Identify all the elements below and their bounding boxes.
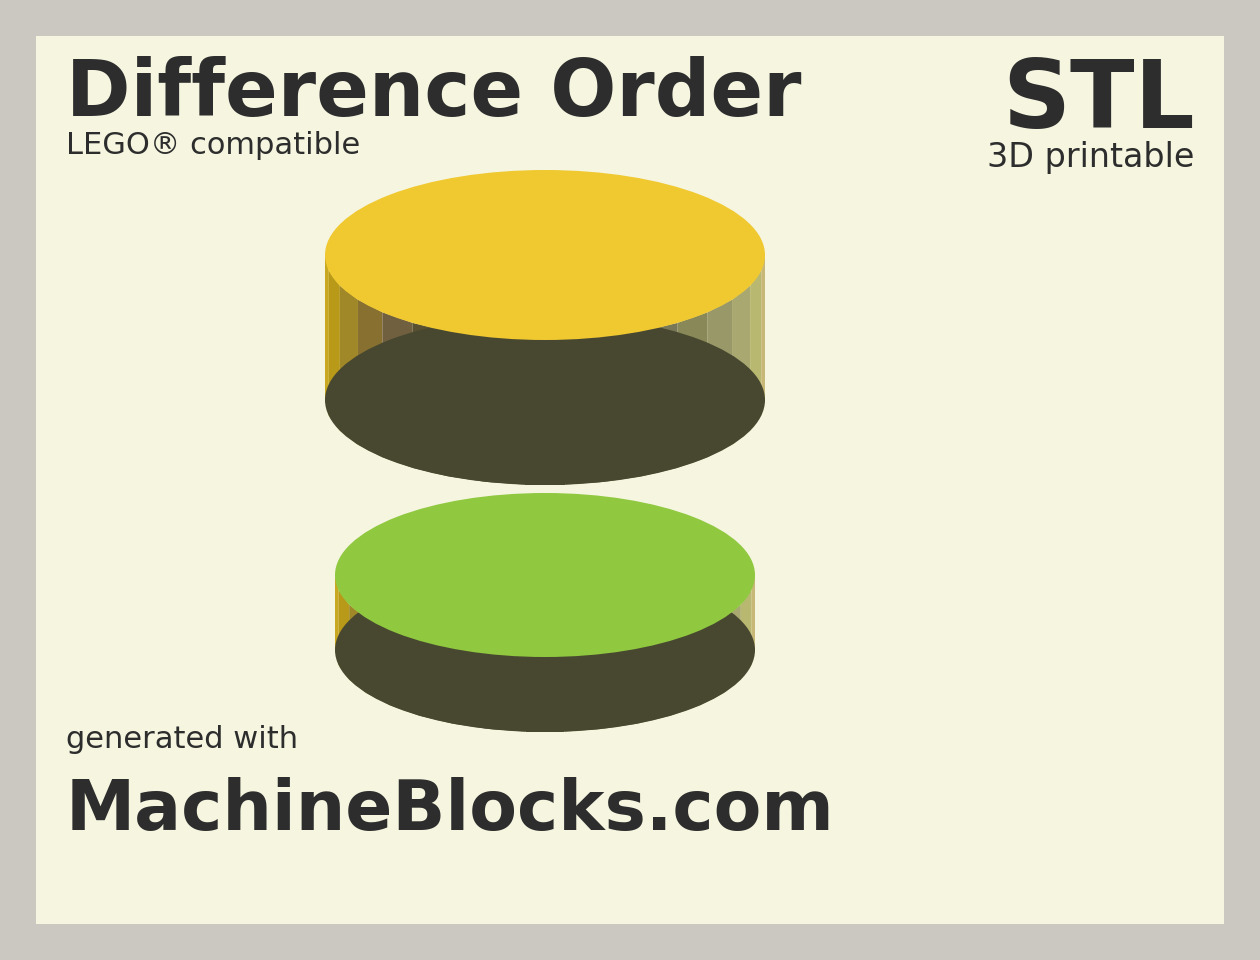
Polygon shape xyxy=(678,312,708,468)
Polygon shape xyxy=(643,323,678,476)
Polygon shape xyxy=(329,271,340,431)
Polygon shape xyxy=(750,271,761,431)
Polygon shape xyxy=(412,323,447,476)
Text: 3D printable: 3D printable xyxy=(987,140,1194,174)
Polygon shape xyxy=(672,631,701,715)
Polygon shape xyxy=(701,618,723,706)
Polygon shape xyxy=(605,331,643,482)
Polygon shape xyxy=(708,300,732,457)
Ellipse shape xyxy=(325,315,765,485)
Polygon shape xyxy=(723,605,741,693)
Polygon shape xyxy=(602,648,639,729)
Ellipse shape xyxy=(325,170,765,340)
Polygon shape xyxy=(732,286,750,444)
Polygon shape xyxy=(339,590,349,680)
Polygon shape xyxy=(389,631,418,715)
Ellipse shape xyxy=(335,568,755,732)
Polygon shape xyxy=(564,654,602,732)
Polygon shape xyxy=(639,640,672,724)
Text: generated with: generated with xyxy=(66,726,297,755)
Text: Difference Order: Difference Order xyxy=(66,56,801,132)
Polygon shape xyxy=(383,312,412,468)
Ellipse shape xyxy=(335,493,755,657)
Text: MachineBlocks.com: MachineBlocks.com xyxy=(66,778,834,845)
Polygon shape xyxy=(340,286,358,444)
Polygon shape xyxy=(485,337,524,485)
Polygon shape xyxy=(418,640,451,724)
Polygon shape xyxy=(741,590,751,680)
Text: LEGO® compatible: LEGO® compatible xyxy=(66,131,360,159)
Polygon shape xyxy=(447,331,485,482)
Polygon shape xyxy=(525,657,564,732)
Polygon shape xyxy=(367,618,389,706)
Polygon shape xyxy=(761,255,765,416)
Polygon shape xyxy=(751,575,755,665)
Polygon shape xyxy=(566,337,605,485)
Polygon shape xyxy=(524,340,566,485)
Polygon shape xyxy=(335,575,339,665)
Polygon shape xyxy=(358,300,383,457)
Polygon shape xyxy=(488,654,525,732)
Polygon shape xyxy=(451,648,488,729)
Polygon shape xyxy=(349,605,367,693)
Text: STL: STL xyxy=(1002,56,1194,148)
Polygon shape xyxy=(325,255,329,416)
